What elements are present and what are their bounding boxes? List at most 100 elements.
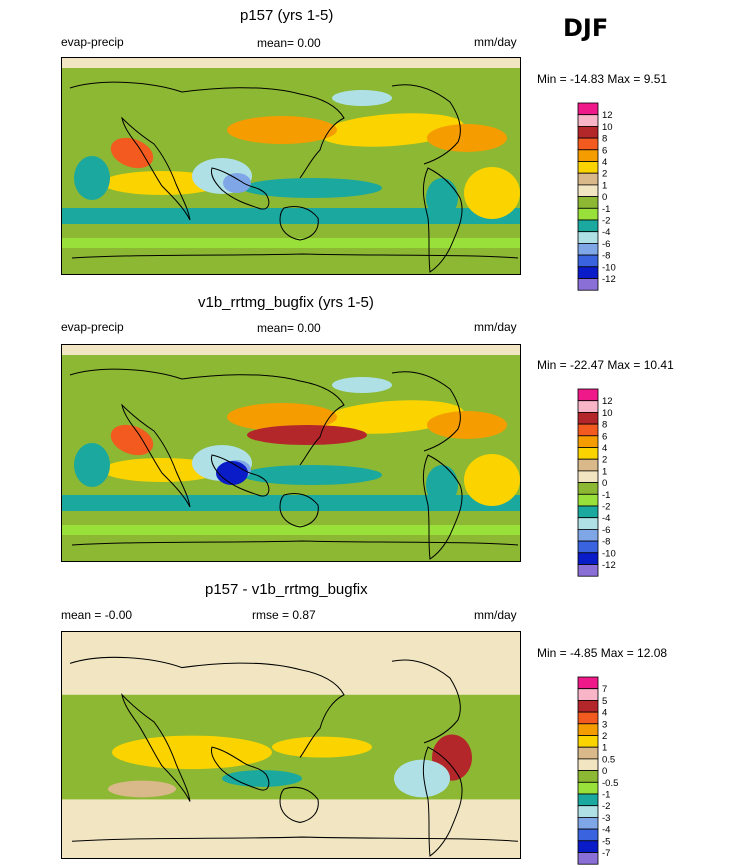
colorbar-1-box-5: [577, 161, 599, 174]
colorbar-2-tick-label: -2: [602, 502, 610, 513]
coastline: [211, 454, 270, 497]
panel-2-colorbar: 12 10 8 6 4 2 1 0 -1 -2 -4 -6 -8 -10 -12: [577, 388, 638, 578]
coastline: [391, 371, 461, 452]
colorbar-1-tick-label: -6: [602, 239, 610, 250]
panel-2-mean-label: mean= 0.00: [257, 321, 321, 335]
colorbar-1-box-0: [577, 102, 599, 116]
colorbar-3-tick-label: -0.5: [602, 778, 618, 789]
colorbar-1-tick-label: -4: [602, 227, 610, 238]
field-positive-region: [102, 458, 222, 482]
panel-2-units: mm/day: [474, 320, 517, 334]
coastline: [279, 205, 319, 241]
field-negative-region: [74, 443, 110, 487]
panel-3-colorbar: 7 5 4 3 2 1 0.5 0 -0.5 -1 -2 -3 -4 -5 -7: [577, 676, 638, 866]
coastline: [211, 746, 270, 791]
field-band-arctic: [62, 58, 520, 68]
colorbar-3-tick-label: -2: [602, 801, 610, 812]
coastline: [279, 786, 319, 823]
colorbar-1-box-14: [577, 266, 599, 279]
colorbar-1-box-13: [577, 254, 599, 268]
coastline: [121, 693, 191, 802]
field-strong-positive: [110, 137, 154, 169]
colorbar-1-tick-label: 2: [602, 169, 607, 180]
colorbar-2-box-5: [577, 447, 599, 460]
colorbar-3-box-12: [577, 816, 599, 830]
colorbar-2-tick-label: 6: [602, 431, 607, 442]
field-negative-region: [242, 178, 382, 198]
colorbar-1-tick-label: -12: [602, 274, 616, 285]
coastline: [121, 116, 191, 221]
colorbar-1-box-11: [577, 231, 599, 244]
field-band-southern-2: [62, 525, 520, 535]
colorbar-2-tick-label: -6: [602, 525, 610, 536]
field-positive-region: [464, 454, 520, 506]
field-positive-region: [227, 116, 337, 144]
colorbar-2-box-6: [577, 458, 599, 472]
field-band-southern: [62, 208, 520, 224]
colorbar-1-tick-label: 0: [602, 192, 607, 203]
colorbar-2-tick-label: 10: [602, 408, 613, 419]
panel-3-units: mm/day: [474, 608, 517, 622]
field-positive-region: [427, 411, 507, 439]
colorbar-2-box-10: [577, 505, 599, 519]
field-strong-negative: [223, 173, 251, 193]
colorbar-2-tick-label: -8: [602, 537, 610, 548]
colorbar-3-tick-label: -7: [602, 848, 610, 859]
panel-3-mean-label: mean = -0.00: [61, 608, 133, 622]
field-band-southern-2: [62, 238, 520, 248]
colorbar-3-box-4: [577, 723, 599, 736]
colorbar-1-box-6: [577, 172, 599, 186]
coastline: [391, 84, 461, 165]
diff-negative-region: [394, 759, 450, 798]
colorbar-1-tick-label: -10: [602, 262, 616, 273]
colorbar-3-tick-label: 3: [602, 719, 607, 730]
colorbar-1-box-12: [577, 242, 599, 256]
diff-positive-region: [272, 736, 372, 758]
colorbar-1-box-8: [577, 196, 599, 209]
colorbar-2-tick-label: 2: [602, 455, 607, 466]
field-band-southern: [62, 495, 520, 511]
colorbar-2-tick-label: -12: [602, 560, 616, 571]
colorbar-2-tick-label: 4: [602, 443, 607, 454]
diff-positive-region: [112, 735, 272, 770]
colorbar-1-box-2: [577, 125, 599, 139]
colorbar-2-box-7: [577, 470, 599, 484]
colorbar-2-box-9: [577, 493, 599, 507]
colorbar-1-box-3: [577, 137, 599, 151]
colorbar-3-box-15: [577, 852, 599, 865]
panel-1-minmax: Min = -14.83 Max = 9.51: [537, 72, 668, 86]
field-strong-positive: [247, 425, 367, 445]
colorbar-3-box-5: [577, 735, 599, 748]
coastline: [71, 253, 519, 259]
coastline: [422, 454, 463, 560]
colorbar-3-tick-label: -1: [602, 790, 610, 801]
colorbar-1-tick-label: 8: [602, 134, 607, 145]
colorbar-2-box-13: [577, 540, 599, 554]
panel-1-units: mm/day: [474, 35, 517, 49]
field-negative-region: [242, 465, 382, 485]
colorbar-2-tick-label: 12: [602, 396, 613, 407]
coastline: [71, 540, 519, 546]
panel-3-title: p157 - v1b_rrtmg_bugfix: [205, 581, 368, 598]
colorbar-3-tick-label: 1: [602, 743, 607, 754]
colorbar-2-tick-label: 0: [602, 478, 607, 489]
colorbar-1-tick-label: 1: [602, 180, 607, 191]
colorbar-2-box-2: [577, 411, 599, 425]
colorbar-2-box-4: [577, 435, 599, 448]
field-negative-region: [74, 156, 110, 200]
colorbar-3-tick-label: 2: [602, 731, 607, 742]
field-band-south: [62, 799, 520, 858]
field-negative-region: [332, 377, 392, 393]
colorbar-3-box-0: [577, 676, 599, 690]
colorbar-3-box-8: [577, 770, 599, 783]
colorbar-3-box-11: [577, 805, 599, 818]
field-positive-region: [464, 167, 520, 219]
colorbar-3-box-14: [577, 840, 599, 853]
colorbar-2-box-8: [577, 482, 599, 495]
field-positive-region: [102, 171, 222, 195]
coastline: [422, 167, 463, 273]
field-negative-region: [426, 178, 458, 218]
colorbar-2-box-14: [577, 552, 599, 565]
panel-1-map: [61, 57, 521, 275]
colorbar-2-box-12: [577, 528, 599, 542]
